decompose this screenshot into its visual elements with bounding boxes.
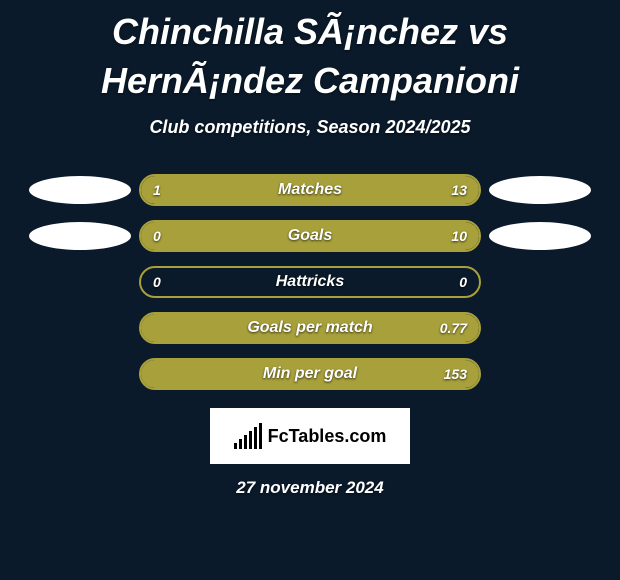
bar-label: Matches [141,181,479,199]
right-ellipse [489,222,591,250]
stat-row: 010Goals [0,220,620,252]
right-ellipse [489,176,591,204]
logo-text: FcTables.com [268,426,387,447]
stat-row: 0.77Goals per match [0,312,620,344]
stat-bar: 0.77Goals per match [139,312,481,344]
date-label: 27 november 2024 [0,478,620,498]
page-title: Chinchilla SÃ¡nchez vs HernÃ¡ndez Campan… [0,0,620,105]
bar-label: Goals per match [141,319,479,337]
bar-label: Goals [141,227,479,245]
left-ellipse [29,176,131,204]
stat-row: 113Matches [0,174,620,206]
bar-label: Min per goal [141,365,479,383]
logo-bars-icon [234,423,262,449]
fctables-logo[interactable]: FcTables.com [210,408,410,464]
stat-bar: 113Matches [139,174,481,206]
stat-row: 00Hattricks [0,266,620,298]
stat-bar: 153Min per goal [139,358,481,390]
stat-bar: 00Hattricks [139,266,481,298]
stats-rows: 113Matches 010Goals 00Hattricks 0.77Goals p… [0,174,620,390]
stat-row: 153Min per goal [0,358,620,390]
bar-label: Hattricks [141,273,479,291]
stat-bar: 010Goals [139,220,481,252]
subtitle: Club competitions, Season 2024/2025 [0,117,620,138]
left-ellipse [29,222,131,250]
